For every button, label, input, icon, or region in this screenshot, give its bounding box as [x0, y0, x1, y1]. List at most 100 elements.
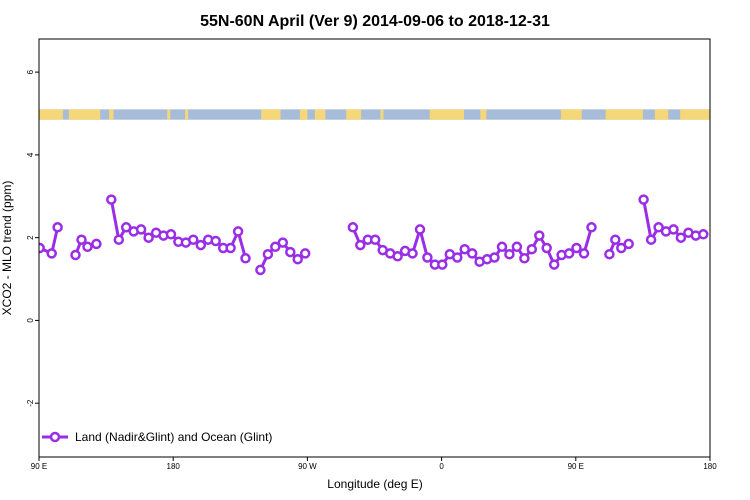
- y-tick-label: 6: [26, 69, 35, 74]
- x-tick-label: 0: [439, 462, 444, 471]
- data-point: [571, 242, 582, 254]
- data-point: [292, 253, 303, 265]
- land-band: [560, 109, 582, 120]
- data-point: [347, 222, 359, 233]
- data-point: [232, 226, 244, 237]
- data-point: [623, 238, 634, 250]
- y-tick-label: 0: [26, 318, 35, 323]
- x-tick-label: 90 E: [568, 462, 584, 471]
- chart-title: 55N-60N April (Ver 9) 2014-09-06 to 2018…: [200, 13, 550, 30]
- data-point: [511, 241, 523, 253]
- y-tick-label: 2: [26, 235, 35, 240]
- data-point: [355, 239, 366, 251]
- x-tick-label: 90 E: [31, 462, 47, 471]
- x-tick-label: 90 W: [298, 462, 317, 471]
- land-band: [605, 109, 643, 120]
- x-tick-label: 180: [703, 462, 717, 471]
- data-point: [195, 239, 207, 251]
- ocean-band: [39, 109, 710, 120]
- land-band: [314, 109, 326, 120]
- data-point: [698, 229, 709, 240]
- data-point: [91, 238, 102, 250]
- data-point: [299, 248, 311, 259]
- land-band: [261, 109, 281, 120]
- series-line: [351, 226, 593, 267]
- land-band: [380, 109, 384, 120]
- data-point: [70, 249, 81, 261]
- land-ocean-band: [39, 109, 710, 120]
- data-point: [285, 246, 296, 258]
- data-point: [668, 224, 679, 235]
- data-point: [675, 232, 687, 243]
- legend-marker: [49, 431, 61, 443]
- data-point: [459, 243, 470, 255]
- data-point: [489, 252, 500, 263]
- land-band: [429, 109, 464, 120]
- data-point: [519, 253, 530, 264]
- land-band: [39, 109, 63, 120]
- data-point: [496, 241, 508, 253]
- land-band: [167, 109, 171, 120]
- data-point: [504, 248, 515, 260]
- land-band: [68, 109, 101, 120]
- land-band: [185, 109, 189, 120]
- data-point: [452, 252, 463, 263]
- data-point: [46, 248, 57, 259]
- data-point: [52, 222, 63, 233]
- data-point: [548, 259, 560, 270]
- data-point: [210, 235, 221, 247]
- data-point: [466, 248, 478, 259]
- data-point: [534, 230, 545, 241]
- data-point: [407, 248, 418, 259]
- x-axis-ticks: 90 E 180 90 W 0 90 E 180: [31, 457, 717, 471]
- legend: Land (Nadir&Glint) and Ocean (Glint): [42, 430, 272, 444]
- data-point: [39, 242, 45, 254]
- data-point: [541, 242, 552, 254]
- data-point: [586, 222, 597, 233]
- data-point: [240, 253, 251, 264]
- data-point: [604, 248, 615, 260]
- land-band: [346, 109, 362, 120]
- data-point: [414, 224, 426, 235]
- data-point: [113, 234, 125, 245]
- data-point: [638, 194, 649, 205]
- data-point: [610, 234, 621, 245]
- land-band: [299, 109, 308, 120]
- data-point: [82, 241, 93, 253]
- data-point: [255, 264, 266, 276]
- land-band: [109, 109, 114, 120]
- y-axis-ticks: -2 0 2 4 6: [26, 69, 39, 407]
- data-point: [135, 224, 147, 235]
- data-point: [188, 234, 199, 245]
- x-tick-label: 180: [167, 462, 181, 471]
- data-point: [225, 242, 236, 254]
- data-point: [422, 252, 433, 263]
- land-band: [480, 109, 487, 120]
- data-point: [143, 232, 154, 243]
- y-tick-label: -2: [26, 399, 35, 407]
- data-point: [106, 194, 117, 205]
- data-point: [653, 222, 664, 233]
- y-axis-label: XCO2 - MLO trend (ppm): [0, 181, 14, 316]
- data-point: [578, 248, 590, 259]
- data-point: [392, 251, 403, 262]
- land-band: [654, 109, 669, 120]
- data-point: [616, 242, 627, 254]
- data-point: [645, 234, 657, 245]
- x-axis-label: Longitude (deg E): [327, 477, 422, 491]
- data-point: [76, 234, 87, 245]
- data-point: [262, 248, 274, 260]
- data-point: [526, 243, 538, 255]
- data-point: [563, 248, 575, 259]
- land-band: [680, 109, 710, 120]
- series-layer: [39, 194, 709, 276]
- data-point: [369, 234, 381, 245]
- data-point: [437, 259, 448, 270]
- data-point: [120, 222, 132, 233]
- data-point: [270, 241, 281, 253]
- y-tick-label: 4: [26, 152, 35, 157]
- plot-frame: [38, 38, 711, 458]
- data-point: [165, 229, 177, 240]
- legend-entry-label: Land (Nadir&Glint) and Ocean (Glint): [75, 430, 272, 444]
